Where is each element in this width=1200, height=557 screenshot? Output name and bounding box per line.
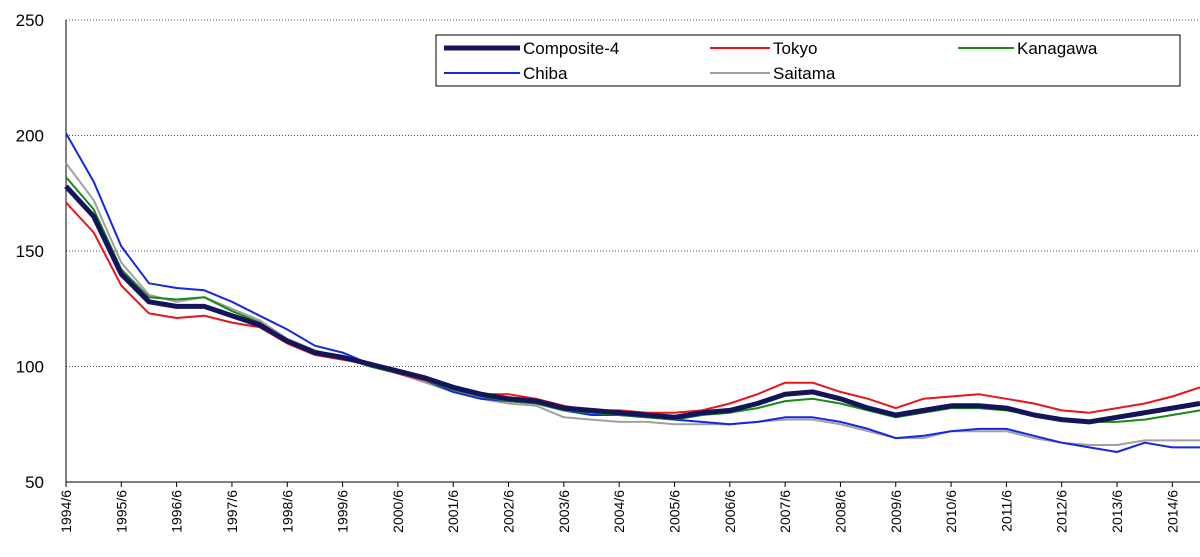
y-tick-label: 100 <box>16 358 44 377</box>
x-tick-label: 1994/6 <box>58 490 74 533</box>
x-tick-label: 2012/6 <box>1054 490 1070 533</box>
x-tick-label: 2011/6 <box>998 490 1014 532</box>
x-tick-label: 1996/6 <box>169 490 185 533</box>
x-tick-label: 1999/6 <box>335 490 351 533</box>
x-tick-label: 1998/6 <box>279 490 295 533</box>
legend-box <box>435 34 1181 87</box>
series-line <box>65 201 1200 414</box>
x-tick-label: 2006/6 <box>722 490 738 533</box>
y-tick-label: 150 <box>16 242 44 261</box>
y-tick-label: 200 <box>16 127 44 146</box>
x-tick-label: 2000/6 <box>390 490 406 533</box>
x-tick-label: 2010/6 <box>943 490 959 533</box>
legend-label: Composite-4 <box>523 39 619 58</box>
legend-label: Saitama <box>773 64 836 83</box>
legend-label: Chiba <box>523 64 568 83</box>
x-tick-label: 1995/6 <box>113 490 129 533</box>
x-tick-label: 2001/6 <box>445 490 461 533</box>
x-tick-label: 2014/6 <box>1164 490 1180 533</box>
series-line <box>65 176 1200 423</box>
legend-label: Tokyo <box>773 39 817 58</box>
x-tick-label: 2013/6 <box>1109 490 1125 533</box>
x-tick-label: 1997/6 <box>224 490 240 533</box>
y-tick-label: 50 <box>25 473 44 492</box>
x-tick-label: 2002/6 <box>501 490 517 533</box>
legend-label: Kanagawa <box>1017 39 1098 58</box>
series-line <box>65 132 1200 453</box>
y-tick-label: 250 <box>16 11 44 30</box>
x-tick-label: 2008/6 <box>832 490 848 533</box>
x-tick-label: 2003/6 <box>556 490 572 533</box>
series-line <box>65 162 1200 446</box>
x-tick-label: 2009/6 <box>888 490 904 533</box>
x-tick-label: 2007/6 <box>777 490 793 533</box>
x-tick-label: 2005/6 <box>666 490 682 533</box>
x-tick-label: 2004/6 <box>611 490 627 533</box>
series-line <box>64 184 1200 425</box>
